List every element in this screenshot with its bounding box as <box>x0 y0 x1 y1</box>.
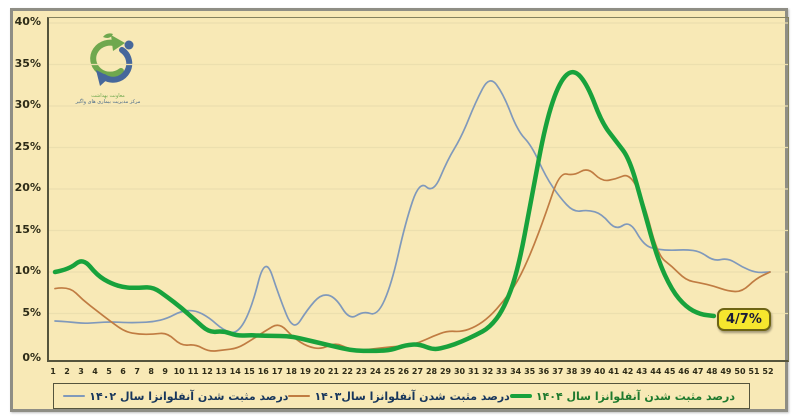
x-tick-label: 13 <box>215 367 227 376</box>
y-tick-label: 40% <box>14 15 41 28</box>
x-tick-label: 49 <box>720 367 732 376</box>
line-chart <box>49 22 788 354</box>
legend-label: درصد مثبت شدن آنفلوانزا سال۱۴۰۳ <box>314 389 510 403</box>
legend-line-sample <box>288 395 311 397</box>
x-tick-label: 28 <box>425 367 438 376</box>
x-tick-label: 18 <box>285 367 297 376</box>
x-tick-label: 8 <box>148 367 154 376</box>
x-tick-label: 30 <box>453 367 466 376</box>
series-line-1402 <box>54 80 771 334</box>
legend-label: درصد مثبت شدن آنفلوانزا سال ۱۴۰۲ <box>89 389 289 403</box>
x-tick-label: 50 <box>734 367 746 376</box>
x-tick-label: 52 <box>762 367 774 376</box>
x-tick-label: 12 <box>201 367 213 376</box>
x-tick-label: 38 <box>566 367 578 376</box>
legend-item-1402: درصد مثبت شدن آنفلوانزا سال ۱۴۰۲ <box>63 390 288 403</box>
x-tick-label: 15 <box>243 367 255 376</box>
plot-area <box>47 17 789 362</box>
x-tick-label: 23 <box>355 367 367 376</box>
x-tick-label: 37 <box>552 367 564 376</box>
x-tick-label: 29 <box>439 367 452 376</box>
legend-item-3404: درصد مثبت شدن آنفلوانزا سال ۱۴۰۴ <box>509 389 735 403</box>
x-tick-label: 42 <box>622 367 634 376</box>
x-tick-label: 9 <box>162 367 168 376</box>
x-tick-label: 40 <box>594 367 606 376</box>
series-line-1403 <box>54 169 771 352</box>
x-tick-label: 35 <box>524 367 536 376</box>
x-tick-label: 14 <box>229 367 241 376</box>
y-tick-label: 30% <box>14 98 41 111</box>
x-tick-label: 39 <box>580 367 592 376</box>
x-tick-label: 6 <box>120 367 126 376</box>
x-tick-label: 2 <box>64 367 70 376</box>
y-axis-labels: 0% 5% 10% 15% 20% 25% 30% 35% 40% <box>14 15 43 364</box>
x-tick-label: 43 <box>636 367 648 376</box>
x-tick-label: 41 <box>608 367 620 376</box>
x-tick-label: 33 <box>496 367 508 376</box>
y-tick-label: 5% <box>22 305 41 319</box>
x-tick-label: 17 <box>271 367 283 376</box>
recycle-arrows-icon <box>90 33 134 86</box>
x-tick-label: 19 <box>299 367 311 376</box>
x-tick-label: 4 <box>92 367 98 376</box>
x-tick-label: 26 <box>397 367 410 376</box>
x-tick-label: 10 <box>173 367 185 376</box>
x-tick-label: 48 <box>706 367 718 376</box>
legend-item-2403: درصد مثبت شدن آنفلوانزا سال۱۴۰۳ <box>288 389 510 403</box>
legend: درصد مثبت شدن آنفلوانزا سال ۱۴۰۴ درصد مثب… <box>53 383 750 409</box>
x-tick-label: 45 <box>664 367 676 376</box>
x-tick-label: 24 <box>369 367 382 376</box>
x-tick-label: 5 <box>106 367 112 376</box>
chart-frame: معاونت بهداشت مرکز مدیریت بیماری های واگ… <box>10 8 789 412</box>
y-tick-label: 15% <box>14 222 41 236</box>
x-tick-label: 1 <box>50 367 56 376</box>
y-tick-label: 0% <box>22 350 41 364</box>
y-tick-label: 25% <box>14 139 41 153</box>
logo-text-line1: معاونت بهداشت <box>91 93 125 99</box>
x-tick-label: 44 <box>650 367 662 376</box>
x-tick-label: 32 <box>482 367 494 376</box>
x-tick-label: 51 <box>748 367 760 376</box>
x-tick-label: 46 <box>678 367 690 376</box>
value-callout: 4/7% <box>717 308 771 331</box>
x-tick-label: 16 <box>257 367 269 376</box>
x-tick-label: 3 <box>78 367 84 376</box>
legend-line-sample <box>509 394 532 398</box>
y-tick-label: 10% <box>14 264 41 277</box>
x-tick-label: 11 <box>187 367 199 376</box>
x-tick-label: 7 <box>134 367 140 376</box>
health-ministry-logo: معاونت بهداشت مرکز مدیریت بیماری های واگ… <box>63 33 153 111</box>
legend-line-sample <box>63 395 86 397</box>
x-tick-label: 36 <box>538 367 550 376</box>
legend-label: درصد مثبت شدن آنفلوانزا سال ۱۴۰۴ <box>535 389 735 403</box>
x-tick-label: 27 <box>411 367 424 376</box>
x-tick-label: 21 <box>327 367 339 376</box>
x-tick-label: 20 <box>313 367 325 376</box>
series-line-1404 <box>52 69 717 354</box>
logo-text-line2: مرکز مدیریت بیماری های واگیر <box>75 99 141 105</box>
x-tick-label: 47 <box>692 367 704 376</box>
y-tick-label: 20% <box>14 181 41 194</box>
x-tick-label: 34 <box>510 367 522 376</box>
x-axis-labels: 1 2 3 4 5 6 7 8 9 10 11 12 13 14 15 16 17 18 19 20 21 22 23 24 2… <box>47 366 786 380</box>
x-tick-label: 22 <box>341 367 353 376</box>
y-tick-label: 35% <box>14 56 41 70</box>
x-tick-label: 31 <box>468 367 480 376</box>
x-tick-label: 25 <box>383 367 396 376</box>
